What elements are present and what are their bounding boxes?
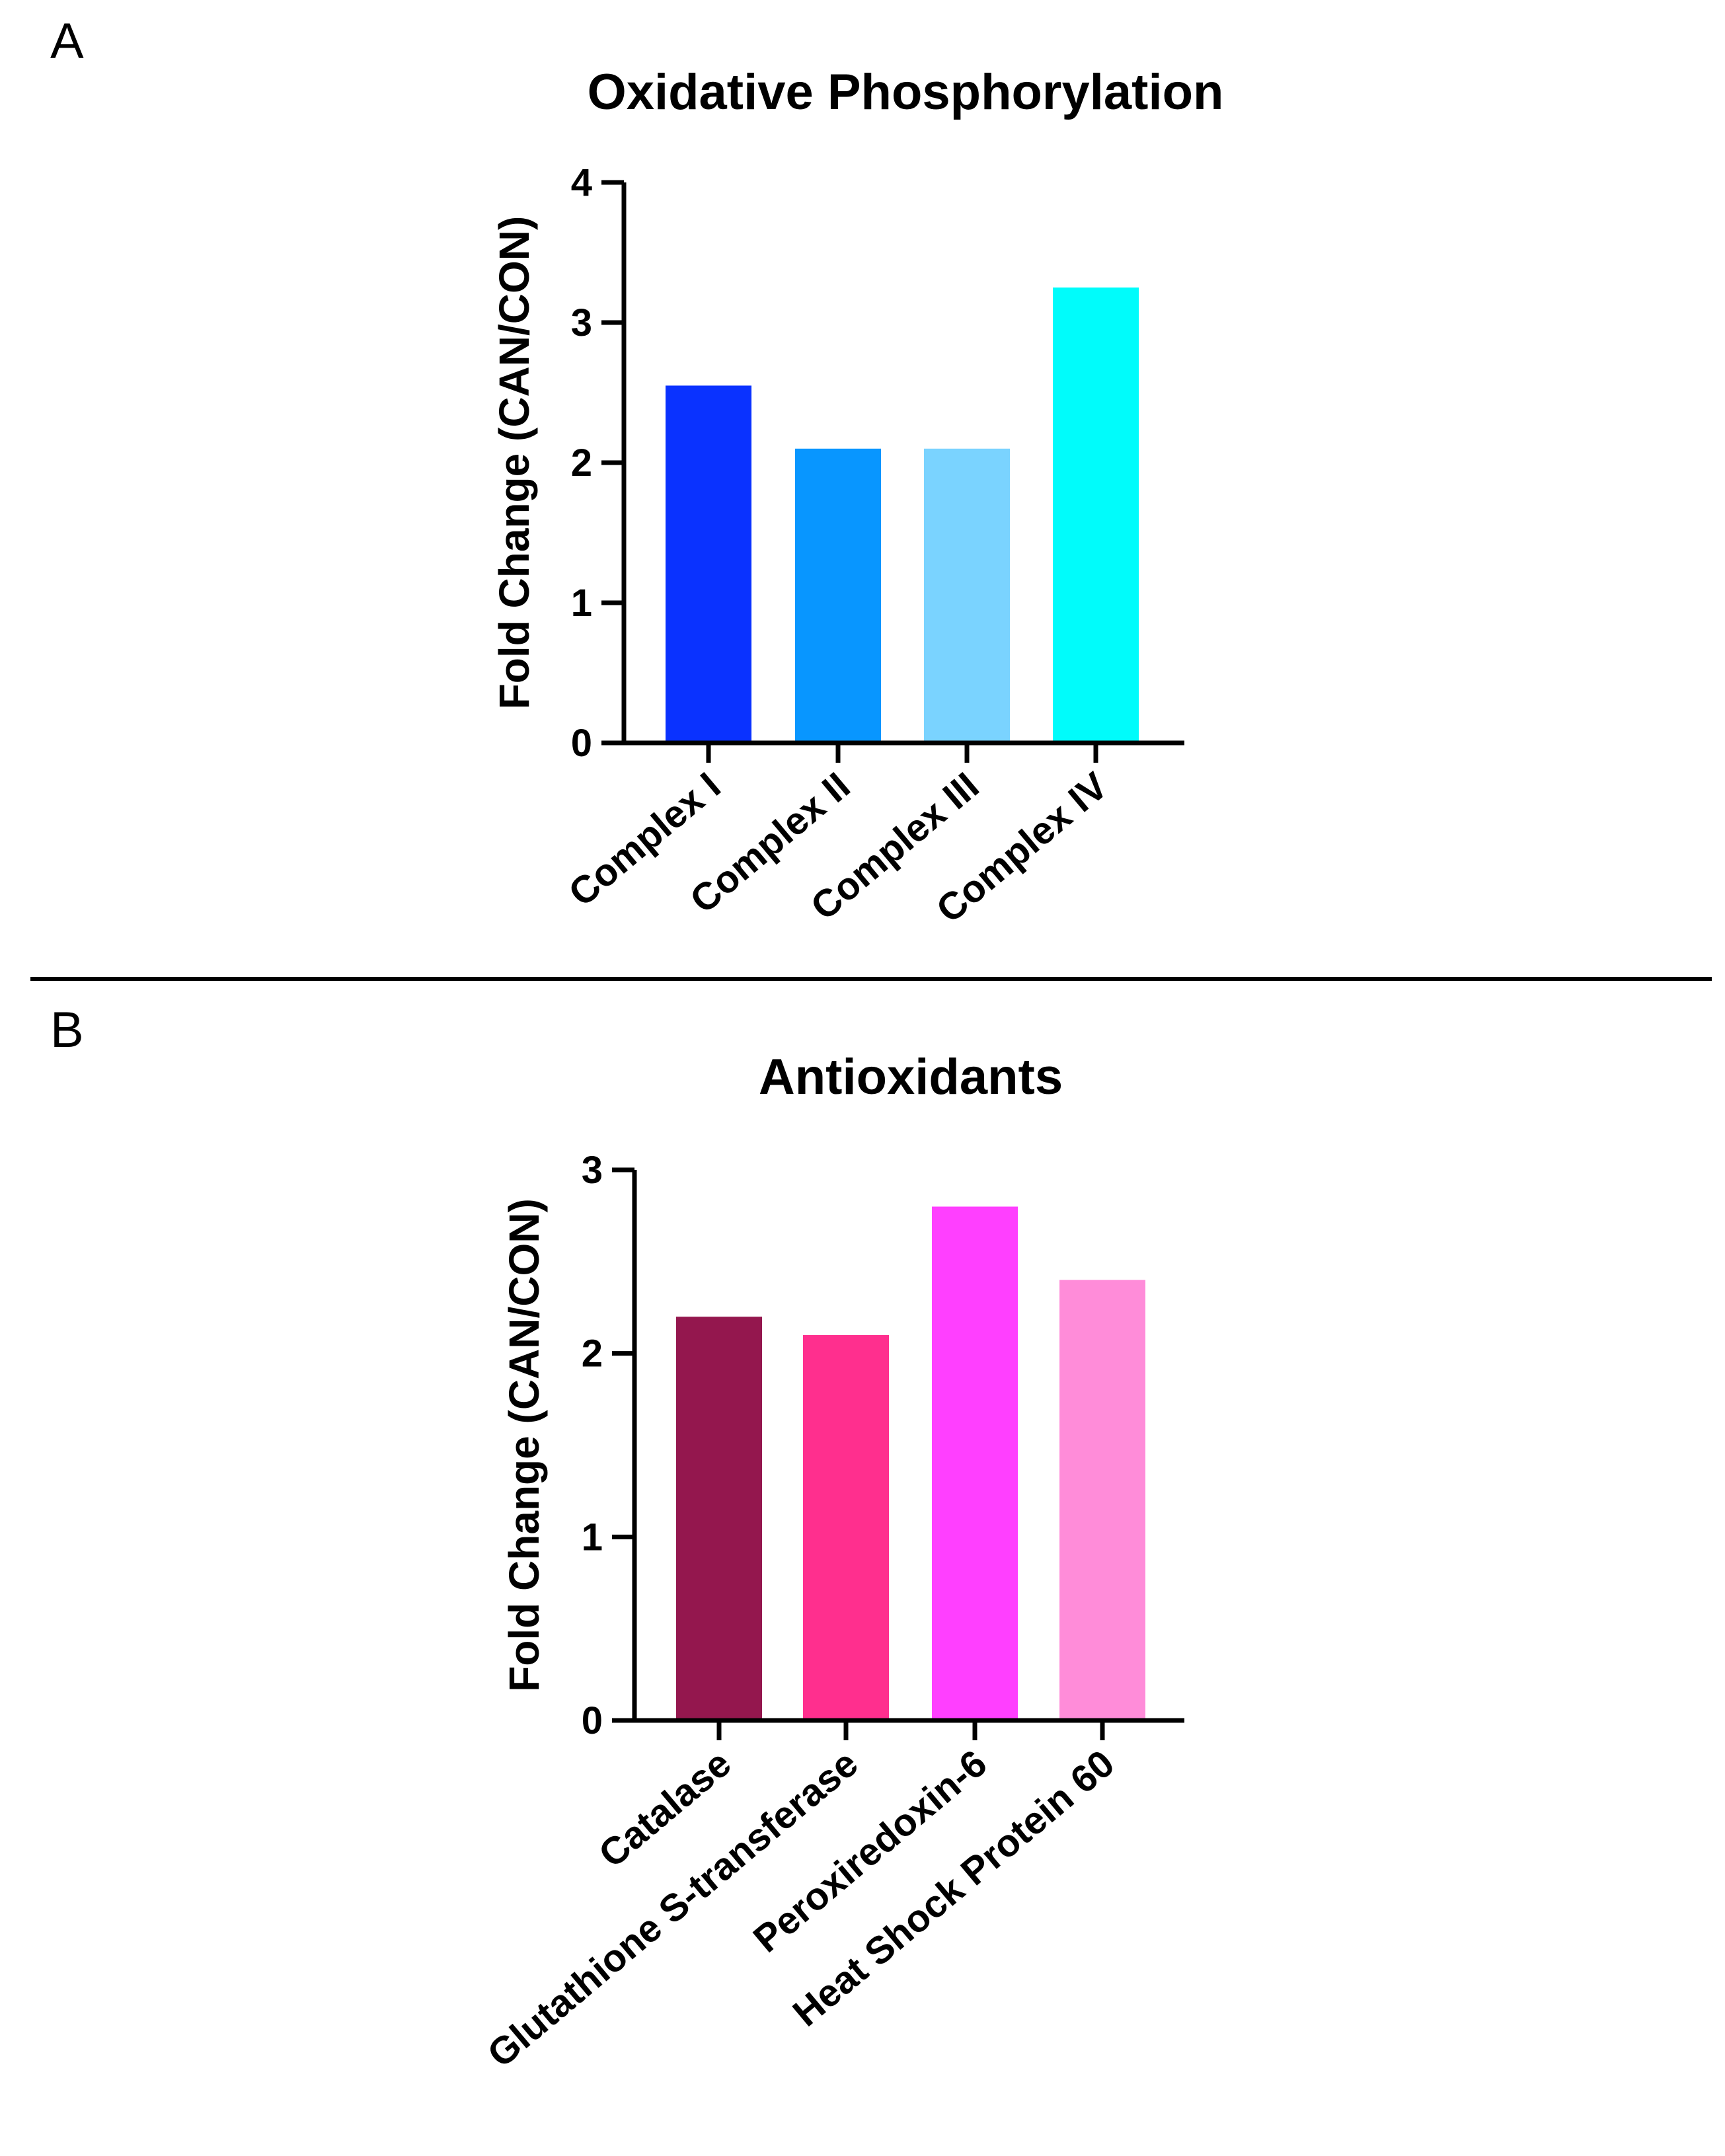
panel-b-category-label-3: Peroxiredoxin-6 <box>746 1742 995 1961</box>
panel-a-y-tick-label-3: 3 <box>571 301 592 344</box>
panel-a-bar-3 <box>924 448 1010 743</box>
panel-a-bar-2 <box>795 448 881 743</box>
panel-b-y-tick-label-3: 3 <box>582 1149 603 1192</box>
panel-b-y-tick-label-2: 2 <box>582 1332 603 1375</box>
panel-b-y-axis-label: Fold Change (CAN/CON) <box>500 1198 548 1692</box>
panel-b-bar-4 <box>1059 1280 1145 1720</box>
panel-a-chart-title: Oxidative Phosphorylation <box>588 64 1224 120</box>
panel-b-bar-1 <box>676 1317 762 1720</box>
panel-b-label: B <box>50 1002 84 1058</box>
panel-a-bar-4 <box>1053 288 1139 743</box>
panel-a-bar-1 <box>666 385 751 743</box>
panel-b-chart-title: Antioxidants <box>759 1049 1063 1105</box>
panel-a-y-tick-label-2: 2 <box>571 442 592 484</box>
panel-b-y-tick-label-1: 1 <box>582 1516 603 1559</box>
panel-a-y-tick-label-4: 4 <box>571 161 592 204</box>
panel-a-y-tick-label-0: 0 <box>571 722 592 765</box>
panel-b-bar-2 <box>803 1334 889 1720</box>
panel-b-bar-3 <box>932 1206 1018 1720</box>
panel-a-y-axis-label: Fold Change (CAN/CON) <box>490 216 538 710</box>
panel-a-y-tick-label-1: 1 <box>571 582 592 625</box>
panel-a-label: A <box>50 13 84 69</box>
panel-b-y-tick-label-0: 0 <box>582 1699 603 1742</box>
